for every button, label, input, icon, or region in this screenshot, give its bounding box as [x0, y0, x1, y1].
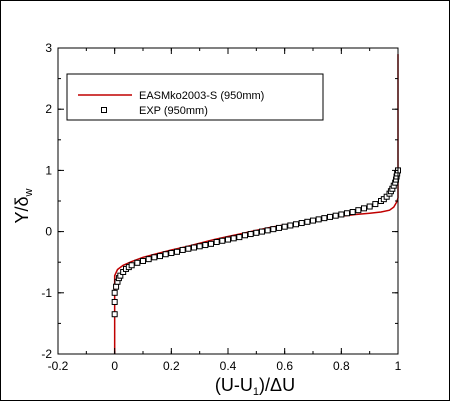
- data-point: [213, 239, 220, 245]
- legend-label-experiment: EXP (950mm): [139, 105, 208, 117]
- x-tick-label: 1: [395, 359, 402, 373]
- data-point: [332, 212, 339, 219]
- y-tick-label: 2: [45, 102, 52, 116]
- x-tick-label: -0.2: [48, 359, 69, 373]
- data-point: [185, 245, 192, 252]
- data-point: [259, 228, 265, 235]
- x-tick-label: 0.2: [163, 359, 180, 373]
- data-point: [113, 283, 120, 290]
- x-tick-label: 0.8: [333, 359, 350, 373]
- data-point: [264, 227, 271, 234]
- y-tick-label: -1: [41, 286, 52, 300]
- data-point: [344, 210, 350, 217]
- x-tick-label: 0: [111, 359, 118, 373]
- data-point: [140, 257, 146, 264]
- data-point: [219, 237, 226, 244]
- data-point: [253, 229, 260, 236]
- data-point: [287, 222, 294, 229]
- legend-box: [66, 73, 324, 121]
- data-point: [111, 289, 118, 296]
- data-point: [202, 242, 209, 249]
- legend-label-model: EASMko2003-S (950mm): [139, 90, 264, 102]
- data-point: [366, 203, 373, 210]
- legend: EASMko2003-S (950mm) EXP (950mm): [66, 73, 324, 121]
- data-point: [168, 250, 175, 257]
- data-point: [151, 254, 158, 261]
- data-point: [298, 220, 305, 227]
- y-tick-label: 1: [45, 163, 52, 177]
- data-point: [128, 262, 135, 269]
- y-tick-label: 0: [45, 225, 52, 239]
- data-point: [372, 201, 379, 208]
- y-tick-label: 3: [45, 41, 52, 55]
- data-point: [162, 251, 169, 258]
- data-point: [236, 234, 243, 241]
- data-point: [174, 248, 180, 255]
- x-tick-label: 0.6: [276, 359, 293, 373]
- data-point: [327, 213, 333, 220]
- data-point: [304, 218, 311, 225]
- series-markers-experiment: [111, 167, 401, 318]
- x-tick-label: 0.4: [220, 359, 237, 373]
- legend-swatch-marker: [101, 107, 107, 113]
- data-point: [225, 236, 231, 243]
- data-point: [355, 207, 362, 214]
- y-tick-label: -2: [41, 347, 52, 361]
- data-point: [321, 215, 328, 222]
- data-point: [361, 205, 367, 212]
- data-point: [134, 259, 141, 266]
- data-point: [281, 223, 288, 230]
- data-point: [196, 243, 203, 250]
- data-point: [310, 217, 316, 224]
- y-axis-title: Y/δw: [12, 188, 35, 223]
- data-point: [230, 235, 237, 242]
- data-point: [349, 209, 356, 216]
- data-point: [111, 298, 118, 305]
- data-point: [145, 256, 152, 263]
- data-point: [208, 240, 214, 247]
- data-point: [276, 224, 282, 231]
- data-point: [179, 246, 186, 253]
- data-point: [293, 221, 299, 228]
- data-point: [270, 226, 277, 233]
- data-point: [111, 311, 118, 318]
- data-point: [247, 231, 254, 238]
- data-point: [242, 232, 248, 239]
- data-point: [315, 216, 322, 223]
- x-axis-title: (U-U1)/ΔU: [215, 375, 295, 398]
- data-point: [157, 253, 163, 260]
- data-point: [191, 244, 197, 251]
- data-point: [338, 211, 345, 218]
